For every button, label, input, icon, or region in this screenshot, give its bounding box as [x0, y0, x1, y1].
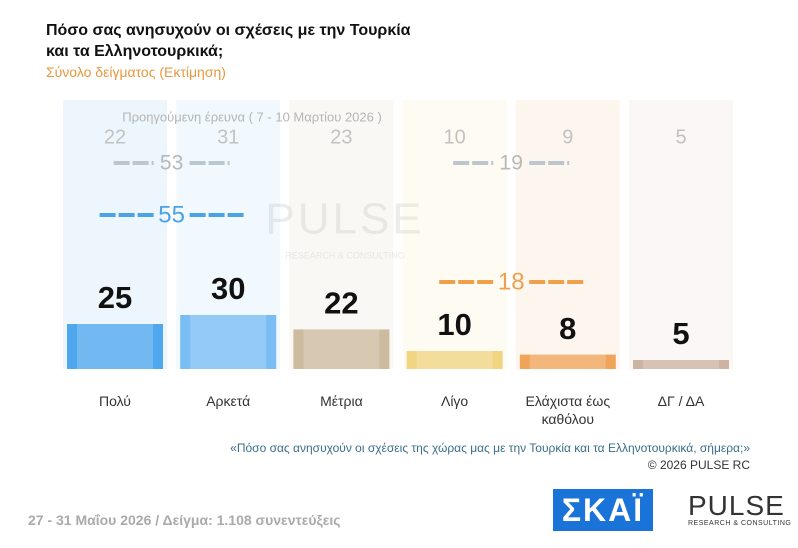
- bar-shine: [643, 360, 719, 369]
- value-label: 25: [98, 280, 132, 315]
- value-label: 8: [559, 311, 576, 346]
- previous-value: 5: [675, 126, 686, 148]
- bar: [293, 329, 390, 369]
- copyright: © 2026 PULSE RC: [647, 458, 750, 472]
- question-note: «Πόσο σας ανησυχούν οι σχέσεις της χώρας…: [230, 441, 750, 455]
- category-label: ΔΓ / ΔΑ: [657, 393, 705, 409]
- previous-label: Προηγούμενη έρευνα ( 7 - 10 Μαρτίου 2026…: [122, 109, 382, 124]
- bar: [406, 351, 503, 369]
- column-bg: [402, 100, 507, 369]
- previous-total: 19: [500, 152, 523, 175]
- total: 55: [158, 201, 185, 228]
- previous-total: 53: [160, 152, 183, 175]
- bar: [633, 360, 729, 369]
- category-label: Πολύ: [99, 393, 131, 409]
- title-line: και τα Ελληνοτουρκικά;: [46, 43, 224, 60]
- chart-title: Πόσο σας ανησυχούν οι σχέσεις με την Του…: [46, 20, 411, 62]
- column-bg: [629, 100, 733, 369]
- skai-logo: ΣΚΑΪ: [553, 489, 653, 531]
- bar-shine: [303, 329, 380, 369]
- title-line: Πόσο σας ανησυχούν οι σχέσεις με την Του…: [46, 22, 411, 39]
- bar-shine: [529, 354, 606, 369]
- bar: [180, 315, 277, 369]
- watermark: RESEARCH & CONSULTING: [285, 250, 404, 260]
- footer: 27 - 31 Μαΐου 2026 / Δείγμα: 1.108 συνεν…: [28, 512, 341, 528]
- watermark: PULSE: [265, 195, 424, 244]
- bar-shine: [190, 315, 267, 369]
- bar-shine: [77, 324, 153, 369]
- category-label: Λίγο: [440, 393, 469, 409]
- bar-shine: [416, 351, 493, 369]
- category-label: Αρκετά: [206, 393, 251, 409]
- previous-value: 9: [562, 126, 573, 148]
- previous-value: 10: [443, 126, 465, 148]
- column-bg: [515, 100, 620, 369]
- bar: [519, 354, 616, 369]
- category-label: Ελάχιστα έως καθόλου: [525, 393, 611, 427]
- category-label: Μέτρια: [320, 393, 363, 409]
- previous-value: 23: [330, 126, 352, 148]
- value-label: 30: [211, 271, 245, 306]
- value-label: 5: [672, 316, 689, 351]
- bar: [67, 324, 163, 369]
- column-bg: [289, 100, 394, 369]
- value-label: 22: [324, 286, 358, 321]
- subtitle: Σύνολο δείγματος (Εκτίμηση): [46, 64, 226, 80]
- previous-value: 31: [217, 126, 239, 148]
- pulse-logo: PULSE: [688, 490, 785, 521]
- value-label: 10: [437, 307, 471, 342]
- pulse-tagline: RESEARCH & CONSULTING: [688, 520, 792, 527]
- total: 18: [498, 268, 525, 295]
- previous-value: 22: [104, 126, 126, 148]
